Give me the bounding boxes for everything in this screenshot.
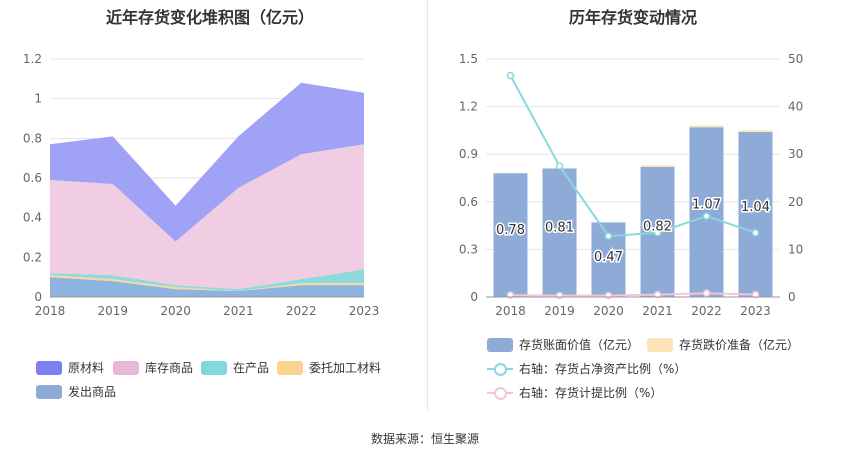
line-point	[751, 290, 760, 299]
panel-divider	[427, 0, 428, 410]
data-source-note: 数据来源：恒生聚源	[370, 432, 479, 446]
area-series	[50, 277, 364, 297]
legend-item-impairment[interactable]: 存货跌价准备（亿元）	[647, 336, 799, 353]
legend-label: 右轴：存货占净资产比例（%）	[519, 362, 687, 376]
bar-impairment	[640, 165, 675, 167]
y-tick-label: 0.4	[23, 211, 42, 225]
legend-item-wip[interactable]: 在产品	[201, 359, 269, 376]
legend-label: 原材料	[68, 361, 105, 375]
y-tick-label: 0.6	[459, 195, 478, 209]
x-tick-label: 2022	[691, 304, 722, 318]
x-tick-label: 2023	[349, 304, 380, 318]
y2-tick-label: 50	[788, 52, 803, 66]
legend-swatch	[277, 360, 303, 375]
legend-item-inventory-to-net-assets[interactable]: 右轴：存货占净资产比例（%）	[487, 360, 686, 377]
right-chart-title: 历年存货变动情况	[568, 8, 697, 27]
legend-label: 库存商品	[145, 361, 194, 375]
line-point	[702, 212, 711, 220]
legend-swatch	[487, 362, 513, 376]
line-series	[509, 75, 756, 238]
legend-label: 委托加工材料	[309, 361, 382, 375]
y2-tick-label: 40	[788, 100, 803, 114]
legend-label: 存货跌价准备（亿元）	[679, 338, 800, 352]
area-series	[50, 144, 364, 290]
x-tick-label: 2021	[642, 304, 673, 318]
y-tick-label: 0.9	[459, 147, 478, 161]
x-tick-label: 2018	[495, 304, 526, 318]
left-chart-title: 近年存货变化堆积图（亿元）	[105, 8, 314, 27]
bar-book-value	[738, 131, 773, 297]
x-tick-label: 2019	[98, 304, 129, 318]
legend-item-book-value[interactable]: 存货账面价值（亿元）	[487, 336, 639, 353]
line-point	[506, 71, 515, 80]
legend-swatch	[487, 337, 513, 352]
legend-swatch	[647, 337, 673, 352]
legend-label: 在产品	[233, 361, 270, 375]
line-point	[751, 228, 760, 237]
y2-tick-label: 30	[788, 147, 803, 161]
legend-label: 右轴：存货计提比例（%）	[519, 386, 663, 400]
bar-line-chart: 0 0.3 0.6 0.9 1.2 1.5 0 10 20 30 40 50 0.78 0.81 0.47 0…	[459, 52, 803, 318]
bar-impairment	[738, 130, 773, 132]
line-point	[604, 232, 613, 240]
line-point	[653, 290, 662, 299]
y-tick-label: 0.6	[23, 171, 42, 185]
y-tick-label: 0.2	[23, 250, 42, 264]
bar-book-value	[493, 173, 528, 297]
legend-swatch	[201, 360, 227, 375]
bar-data-label: 1.04	[741, 200, 770, 215]
y-tick-label: 1.2	[459, 100, 478, 114]
y-tick-label: 1	[34, 92, 42, 106]
x-tick-label: 2020	[160, 304, 191, 318]
line-series	[510, 292, 756, 297]
bar-data-label: 0.47	[594, 250, 623, 265]
y-tick-label: 0.3	[459, 242, 478, 256]
bar-data-label: 0.78	[496, 223, 525, 238]
y2-tick-label: 0	[788, 290, 796, 304]
bar-book-value	[542, 168, 577, 297]
line-point	[604, 291, 613, 300]
line-point	[653, 228, 662, 237]
bar-impairment	[689, 125, 724, 128]
y2-tick-label: 10	[788, 242, 803, 256]
line-point	[555, 162, 564, 170]
y-tick-label: 0	[34, 290, 42, 304]
y-tick-label: 1.5	[459, 52, 478, 66]
bar-book-value	[689, 127, 724, 297]
legend-swatch	[36, 384, 62, 399]
line-point	[555, 291, 564, 300]
y2-tick-label: 20	[788, 195, 803, 209]
legend-item-consigned-materials[interactable]: 委托加工材料	[277, 359, 381, 376]
legend-item-raw-materials[interactable]: 原材料	[36, 359, 104, 376]
y-tick-label: 0.8	[23, 131, 42, 145]
legend-item-provision-ratio[interactable]: 右轴：存货计提比例（%）	[487, 384, 662, 401]
bar-data-label: 0.81	[545, 220, 574, 235]
y-tick-label: 0	[470, 290, 478, 304]
legend-item-finished-goods[interactable]: 库存商品	[113, 359, 193, 376]
stacked-area-chart: 0 0.2 0.4 0.6 0.8 1 1.2 2018 2019 2020 2021 2022 202…	[23, 52, 380, 318]
legend-item-goods-shipped[interactable]: 发出商品	[36, 383, 116, 400]
legend-swatch	[113, 360, 139, 375]
legend-swatch	[487, 386, 513, 400]
x-tick-label: 2022	[286, 304, 317, 318]
x-tick-label: 2021	[223, 304, 254, 318]
x-tick-label: 2023	[740, 304, 771, 318]
legend-swatch	[36, 360, 62, 375]
legend-label: 发出商品	[68, 385, 117, 399]
line-point	[702, 289, 711, 297]
bar-data-label: 1.07	[692, 198, 721, 213]
legend-label: 存货账面价值（亿元）	[519, 338, 640, 352]
x-tick-label: 2018	[35, 304, 66, 318]
area-series	[50, 269, 364, 292]
x-tick-label: 2019	[544, 304, 575, 318]
y-tick-label: 1.2	[23, 52, 42, 66]
area-series	[50, 82, 364, 242]
x-tick-label: 2020	[593, 304, 624, 318]
bar-data-label: 0.82	[643, 219, 672, 234]
